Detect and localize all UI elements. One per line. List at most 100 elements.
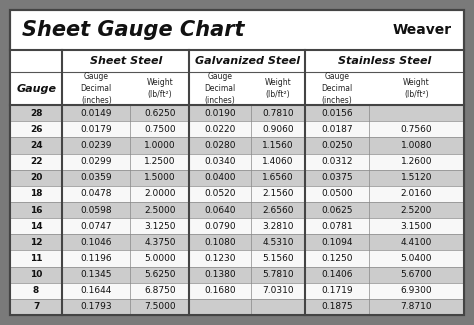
FancyBboxPatch shape <box>10 202 464 218</box>
Text: 0.0625: 0.0625 <box>321 205 353 214</box>
Text: 1.0080: 1.0080 <box>401 141 432 150</box>
Text: 3.1250: 3.1250 <box>144 222 175 231</box>
Text: 22: 22 <box>30 157 42 166</box>
Text: Weight
(lb/ft²): Weight (lb/ft²) <box>146 78 173 99</box>
Text: 0.1793: 0.1793 <box>81 303 112 311</box>
Text: 0.1719: 0.1719 <box>321 286 353 295</box>
FancyBboxPatch shape <box>10 283 464 299</box>
Text: 0.0747: 0.0747 <box>81 222 112 231</box>
Text: 0.1644: 0.1644 <box>81 286 112 295</box>
Text: 0.0299: 0.0299 <box>81 157 112 166</box>
Text: 28: 28 <box>30 109 42 118</box>
Text: 5.6700: 5.6700 <box>401 270 432 279</box>
Text: 3.2810: 3.2810 <box>262 222 293 231</box>
Text: 10: 10 <box>30 270 42 279</box>
Text: 0.0359: 0.0359 <box>81 173 112 182</box>
Text: 1.5120: 1.5120 <box>401 173 432 182</box>
Text: 2.1560: 2.1560 <box>262 189 293 199</box>
Text: 2.5200: 2.5200 <box>401 205 432 214</box>
Text: 0.0179: 0.0179 <box>81 125 112 134</box>
Text: 0.7560: 0.7560 <box>401 125 432 134</box>
FancyBboxPatch shape <box>10 218 464 234</box>
Text: Galvanized Steel: Galvanized Steel <box>195 56 300 66</box>
Text: Gauge
Decimal
(inches): Gauge Decimal (inches) <box>204 72 236 105</box>
FancyBboxPatch shape <box>10 186 464 202</box>
Text: 1.0000: 1.0000 <box>144 141 176 150</box>
FancyBboxPatch shape <box>10 299 464 315</box>
Text: Gauge: Gauge <box>16 84 56 94</box>
Text: 14: 14 <box>30 222 42 231</box>
Text: Gauge
Decimal
(inches): Gauge Decimal (inches) <box>81 72 112 105</box>
Text: 0.0640: 0.0640 <box>204 205 236 214</box>
Text: 0.0400: 0.0400 <box>204 173 236 182</box>
Text: 0.0478: 0.0478 <box>81 189 112 199</box>
Text: Sheet Gauge Chart: Sheet Gauge Chart <box>22 20 245 40</box>
Text: 0.7810: 0.7810 <box>262 109 294 118</box>
Text: 5.7810: 5.7810 <box>262 270 294 279</box>
Text: Weight
(lb/ft²): Weight (lb/ft²) <box>264 78 291 99</box>
Text: 0.1680: 0.1680 <box>204 286 236 295</box>
Text: 2.6560: 2.6560 <box>262 205 293 214</box>
Text: 18: 18 <box>30 189 42 199</box>
Text: 0.0239: 0.0239 <box>81 141 112 150</box>
Text: 0.1080: 0.1080 <box>204 238 236 247</box>
Text: 0.1046: 0.1046 <box>81 238 112 247</box>
Text: 1.2500: 1.2500 <box>144 157 175 166</box>
Text: 0.0156: 0.0156 <box>321 109 353 118</box>
Text: 0.1230: 0.1230 <box>204 254 236 263</box>
Text: Weight
(lb/ft²): Weight (lb/ft²) <box>403 78 430 99</box>
Text: 1.5000: 1.5000 <box>144 173 176 182</box>
Text: 0.7500: 0.7500 <box>144 125 176 134</box>
Text: 8: 8 <box>33 286 39 295</box>
Text: 0.1250: 0.1250 <box>321 254 353 263</box>
FancyBboxPatch shape <box>10 10 464 315</box>
Text: 1.1560: 1.1560 <box>262 141 294 150</box>
Text: 0.0187: 0.0187 <box>321 125 353 134</box>
Text: Sheet Steel: Sheet Steel <box>90 56 162 66</box>
Text: 26: 26 <box>30 125 42 134</box>
Text: 1.2600: 1.2600 <box>401 157 432 166</box>
Text: 0.0375: 0.0375 <box>321 173 353 182</box>
Text: 4.4100: 4.4100 <box>401 238 432 247</box>
FancyBboxPatch shape <box>10 105 464 121</box>
Text: 5.1560: 5.1560 <box>262 254 294 263</box>
Text: 0.0598: 0.0598 <box>81 205 112 214</box>
Text: 24: 24 <box>30 141 42 150</box>
Text: 0.1196: 0.1196 <box>81 254 112 263</box>
Text: 0.0149: 0.0149 <box>81 109 112 118</box>
Text: 0.9060: 0.9060 <box>262 125 294 134</box>
FancyBboxPatch shape <box>10 137 464 153</box>
Text: 0.0790: 0.0790 <box>204 222 236 231</box>
Text: 11: 11 <box>30 254 42 263</box>
FancyBboxPatch shape <box>10 153 464 170</box>
Text: 2.0160: 2.0160 <box>401 189 432 199</box>
Text: 1.6560: 1.6560 <box>262 173 294 182</box>
FancyBboxPatch shape <box>10 121 464 137</box>
FancyBboxPatch shape <box>10 266 464 283</box>
Text: 0.0781: 0.0781 <box>321 222 353 231</box>
Text: 0.1406: 0.1406 <box>321 270 353 279</box>
Text: 16: 16 <box>30 205 42 214</box>
Text: 5.0000: 5.0000 <box>144 254 176 263</box>
FancyBboxPatch shape <box>10 234 464 251</box>
Text: 0.0520: 0.0520 <box>204 189 236 199</box>
Text: 3.1500: 3.1500 <box>401 222 432 231</box>
FancyBboxPatch shape <box>10 251 464 266</box>
Text: 6.9300: 6.9300 <box>401 286 432 295</box>
Text: 0.0280: 0.0280 <box>204 141 236 150</box>
Text: 0.0190: 0.0190 <box>204 109 236 118</box>
Text: 2.0000: 2.0000 <box>144 189 175 199</box>
Text: Weaver: Weaver <box>393 23 452 37</box>
Text: 0.0250: 0.0250 <box>321 141 353 150</box>
Text: 4.5310: 4.5310 <box>262 238 293 247</box>
Text: 7.8710: 7.8710 <box>401 303 432 311</box>
Text: 0.0500: 0.0500 <box>321 189 353 199</box>
Text: 7: 7 <box>33 303 39 311</box>
Text: 12: 12 <box>30 238 42 247</box>
Text: 2.5000: 2.5000 <box>144 205 175 214</box>
Text: 0.0312: 0.0312 <box>321 157 353 166</box>
Text: 0.0220: 0.0220 <box>204 125 236 134</box>
Text: 0.1875: 0.1875 <box>321 303 353 311</box>
Text: 0.1345: 0.1345 <box>81 270 112 279</box>
Text: 0.1380: 0.1380 <box>204 270 236 279</box>
